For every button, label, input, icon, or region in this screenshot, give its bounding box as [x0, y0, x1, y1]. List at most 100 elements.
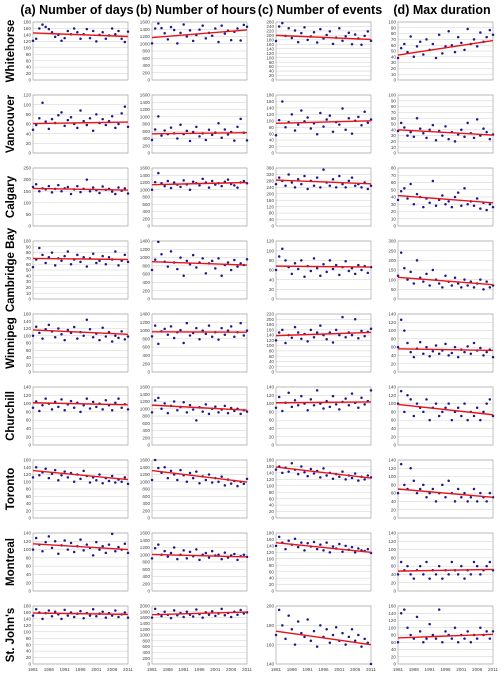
data-point	[277, 395, 281, 399]
data-point	[309, 467, 313, 471]
data-point	[309, 127, 313, 130]
data-point	[185, 259, 189, 263]
data-point	[312, 629, 316, 633]
y-tick-label: 800	[142, 122, 150, 127]
y-tick-label: 60	[269, 64, 275, 69]
data-point	[315, 645, 319, 648]
data-point	[453, 500, 457, 503]
data-point	[293, 186, 297, 189]
data-point	[428, 284, 431, 287]
data-point	[176, 478, 179, 482]
y-tick-label: 40	[391, 127, 397, 132]
data-point	[287, 173, 290, 176]
data-point	[126, 616, 130, 619]
y-tick-label: 40	[391, 647, 397, 652]
plot-frame	[151, 386, 248, 446]
column-title-c: (c) Number of events	[258, 3, 382, 17]
y-tick-label: 150	[388, 268, 396, 273]
y-tick-label: 0	[28, 443, 31, 448]
data-point	[223, 404, 227, 408]
y-tick-label: 0	[271, 516, 274, 521]
data-point	[460, 414, 463, 418]
data-point	[60, 39, 63, 42]
data-point	[290, 36, 294, 40]
y-tick-label: 1400	[140, 27, 151, 32]
data-point	[277, 176, 281, 179]
y-tick-label: 100	[266, 556, 274, 561]
y-tick-label: 1400	[140, 538, 151, 543]
y-tick-label: 140	[388, 611, 396, 616]
y-tick-label: 1000	[140, 633, 151, 638]
data-point	[153, 607, 157, 611]
data-point	[287, 614, 290, 617]
y-tick-label: 1000	[140, 255, 151, 260]
data-point	[344, 335, 347, 339]
data-point	[456, 487, 460, 491]
y-tick-label: 400	[142, 428, 150, 433]
data-point	[117, 615, 120, 619]
data-point	[98, 191, 101, 195]
data-point	[328, 405, 332, 409]
y-tick-label: 0	[147, 224, 150, 229]
y-tick-label: 40	[269, 138, 275, 143]
y-tick-label: 20	[26, 434, 32, 439]
y-tick-label: 0	[271, 443, 274, 448]
data-point	[182, 400, 185, 404]
y-tick-label: 20	[26, 285, 32, 290]
data-point	[463, 491, 466, 495]
data-point	[396, 641, 400, 644]
data-point	[334, 186, 338, 189]
data-point	[160, 253, 163, 256]
data-point	[485, 630, 488, 633]
y-tick-label: 600	[142, 129, 150, 134]
y-tick-label: 40	[26, 426, 32, 431]
data-point	[34, 182, 38, 186]
data-point	[60, 189, 63, 193]
data-point	[169, 551, 173, 555]
data-point	[472, 560, 476, 564]
x-tick-label: 1991	[60, 667, 71, 672]
data-point	[229, 615, 233, 619]
data-point	[153, 458, 157, 462]
y-tick-label: 60	[26, 262, 32, 267]
data-point	[403, 410, 406, 414]
y-tick-label: 60	[26, 642, 32, 647]
data-point	[229, 482, 233, 485]
y-tick-label: 60	[391, 418, 397, 423]
data-point	[312, 31, 316, 34]
y-tick-label: 1400	[140, 312, 151, 317]
data-point	[396, 491, 400, 495]
data-point	[217, 338, 220, 341]
data-point	[60, 617, 63, 621]
row-cambridge-bay-panel-4: 0 50 100 150 200 250 300	[388, 239, 495, 302]
data-point	[150, 616, 154, 619]
data-point	[485, 564, 488, 568]
data-point	[38, 409, 41, 413]
y-tick-label: 80	[391, 31, 397, 36]
y-tick-label: 2000	[140, 604, 151, 609]
x-tick-label: 2001	[334, 667, 345, 672]
data-point	[104, 399, 108, 402]
y-tick-label: 200	[142, 656, 150, 661]
data-point	[331, 394, 335, 398]
data-point	[347, 269, 351, 273]
data-point	[312, 257, 316, 260]
data-point	[488, 491, 492, 495]
y-tick-label: 600	[142, 644, 150, 649]
data-point	[344, 35, 347, 38]
y-tick-label: 200	[142, 581, 150, 586]
y-tick-label: 80	[391, 166, 397, 171]
data-point	[117, 336, 120, 340]
y-tick-label: 20	[26, 508, 32, 513]
y-tick-label: 120	[23, 539, 31, 544]
data-point	[82, 334, 85, 337]
data-point	[169, 186, 173, 190]
data-point	[114, 549, 117, 553]
data-point	[179, 31, 182, 35]
data-point	[491, 33, 495, 37]
y-tick-label: 180	[23, 604, 31, 609]
data-point	[437, 564, 441, 568]
data-point	[450, 205, 454, 209]
data-point	[157, 22, 160, 25]
